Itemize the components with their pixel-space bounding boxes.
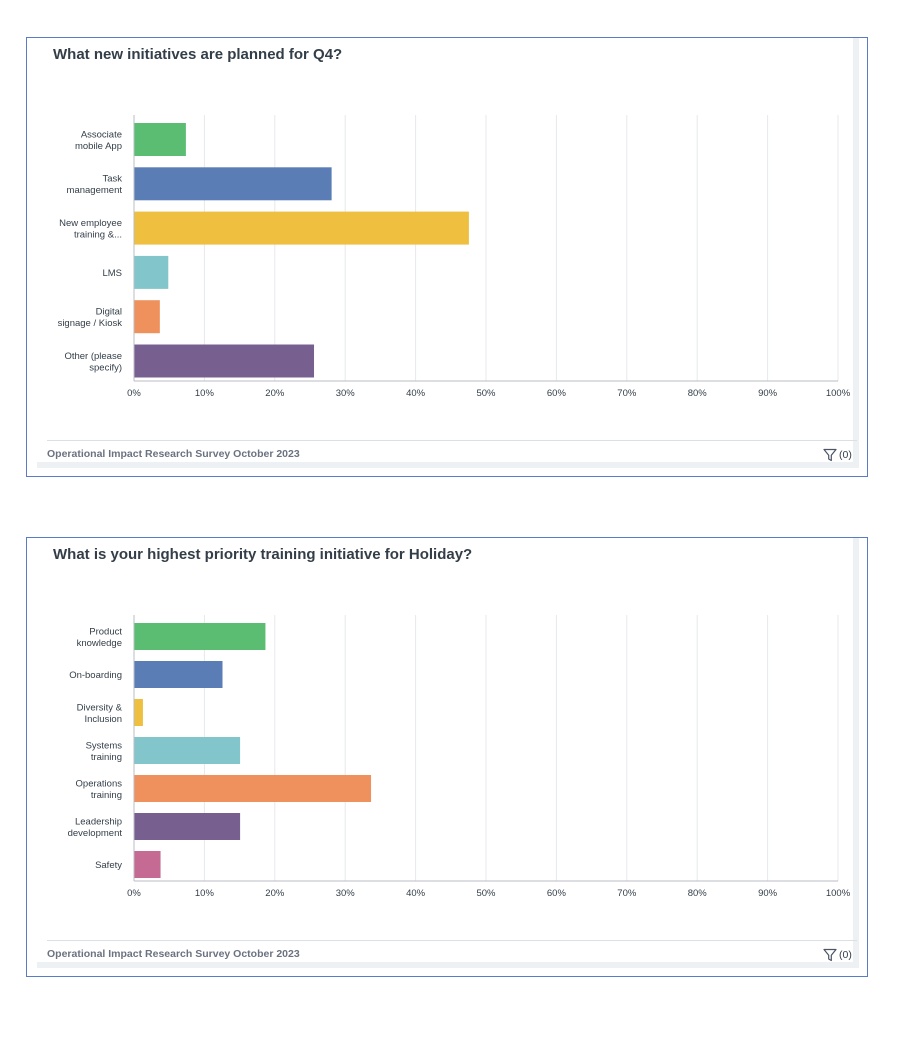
x-tick-label: 20% <box>265 888 285 899</box>
category-label: Systems <box>86 740 123 751</box>
x-tick-label: 50% <box>476 388 496 399</box>
card-title: What is your highest priority training i… <box>53 546 473 563</box>
category-label: Digital <box>96 306 122 317</box>
bar <box>134 623 266 650</box>
filter-button[interactable]: (0) <box>823 448 852 462</box>
footer-divider <box>47 440 857 441</box>
filter-count: (0) <box>839 949 852 961</box>
x-tick-label: 50% <box>476 888 496 899</box>
x-tick-label: 20% <box>265 388 285 399</box>
bar <box>134 813 241 840</box>
bar <box>134 255 169 289</box>
bar <box>134 699 143 726</box>
category-label: Product <box>89 626 122 637</box>
bar-chart-holiday-training: 0% 10% 20% 30% 40% 50% 60% 70% 80% 90% 100% Product… <box>68 615 851 899</box>
category-label: Leadership <box>75 816 122 827</box>
bar <box>134 851 161 878</box>
category-label: New employee <box>59 218 122 229</box>
filter-button[interactable]: (0) <box>823 948 852 962</box>
funnel-icon <box>823 448 837 462</box>
category-label: management <box>67 185 123 196</box>
x-tick-label: 90% <box>758 388 778 399</box>
bar <box>134 211 469 245</box>
bar <box>134 300 160 334</box>
category-label: Other (please <box>64 351 122 362</box>
bar <box>134 344 315 378</box>
category-label: development <box>68 828 123 839</box>
category-label: Task <box>102 174 122 185</box>
x-tick-label: 100% <box>826 888 851 899</box>
category-label: training <box>91 752 122 763</box>
x-tick-label: 100% <box>826 388 851 399</box>
category-label: training &... <box>74 229 122 240</box>
x-tick-label: 80% <box>688 888 708 899</box>
category-label: On-boarding <box>69 670 122 681</box>
card-title: What new initiatives are planned for Q4? <box>53 46 343 63</box>
bar <box>134 737 241 764</box>
x-tick-label: 70% <box>617 888 637 899</box>
card-body: What new initiatives are planned for Q4?… <box>37 38 859 468</box>
category-label: specify) <box>89 362 122 373</box>
category-label: Safety <box>95 860 122 871</box>
x-tick-label: 10% <box>195 888 215 899</box>
x-tick-label: 10% <box>195 388 215 399</box>
category-label: knowledge <box>77 638 122 649</box>
x-tick-label: 60% <box>547 888 567 899</box>
category-label: Associate <box>81 129 122 140</box>
footer-divider <box>47 940 857 941</box>
x-tick-label: 30% <box>336 888 356 899</box>
x-tick-label: 40% <box>406 388 426 399</box>
chart-card-holiday-training: What is your highest priority training i… <box>26 537 868 977</box>
bar <box>134 661 223 688</box>
category-label: LMS <box>102 268 122 279</box>
bar <box>134 167 332 201</box>
category-label: Operations <box>76 778 123 789</box>
category-label: signage / Kiosk <box>58 318 123 329</box>
x-tick-label: 40% <box>406 888 426 899</box>
x-tick-label: 30% <box>336 388 356 399</box>
survey-name: Operational Impact Research Survey Octob… <box>47 448 300 460</box>
x-tick-label: 90% <box>758 888 778 899</box>
category-label: training <box>91 790 122 801</box>
card-body: What is your highest priority training i… <box>37 538 859 968</box>
bar <box>134 775 372 802</box>
x-tick-label: 0% <box>127 888 141 899</box>
x-tick-label: 0% <box>127 388 141 399</box>
x-tick-label: 60% <box>547 388 567 399</box>
category-label: mobile App <box>75 141 122 152</box>
chart-card-q4-initiatives: What new initiatives are planned for Q4?… <box>26 37 868 477</box>
bar-chart-q4-initiatives: 0% 10% 20% 30% 40% 50% 60% 70% 80% 90% 100% Associa… <box>58 115 851 399</box>
funnel-icon <box>823 948 837 962</box>
x-tick-label: 70% <box>617 388 637 399</box>
filter-count: (0) <box>839 449 852 461</box>
category-label: Diversity & <box>77 702 123 713</box>
survey-name: Operational Impact Research Survey Octob… <box>47 948 300 960</box>
category-label: Inclusion <box>85 714 123 725</box>
bar <box>134 123 186 156</box>
x-tick-label: 80% <box>688 388 708 399</box>
